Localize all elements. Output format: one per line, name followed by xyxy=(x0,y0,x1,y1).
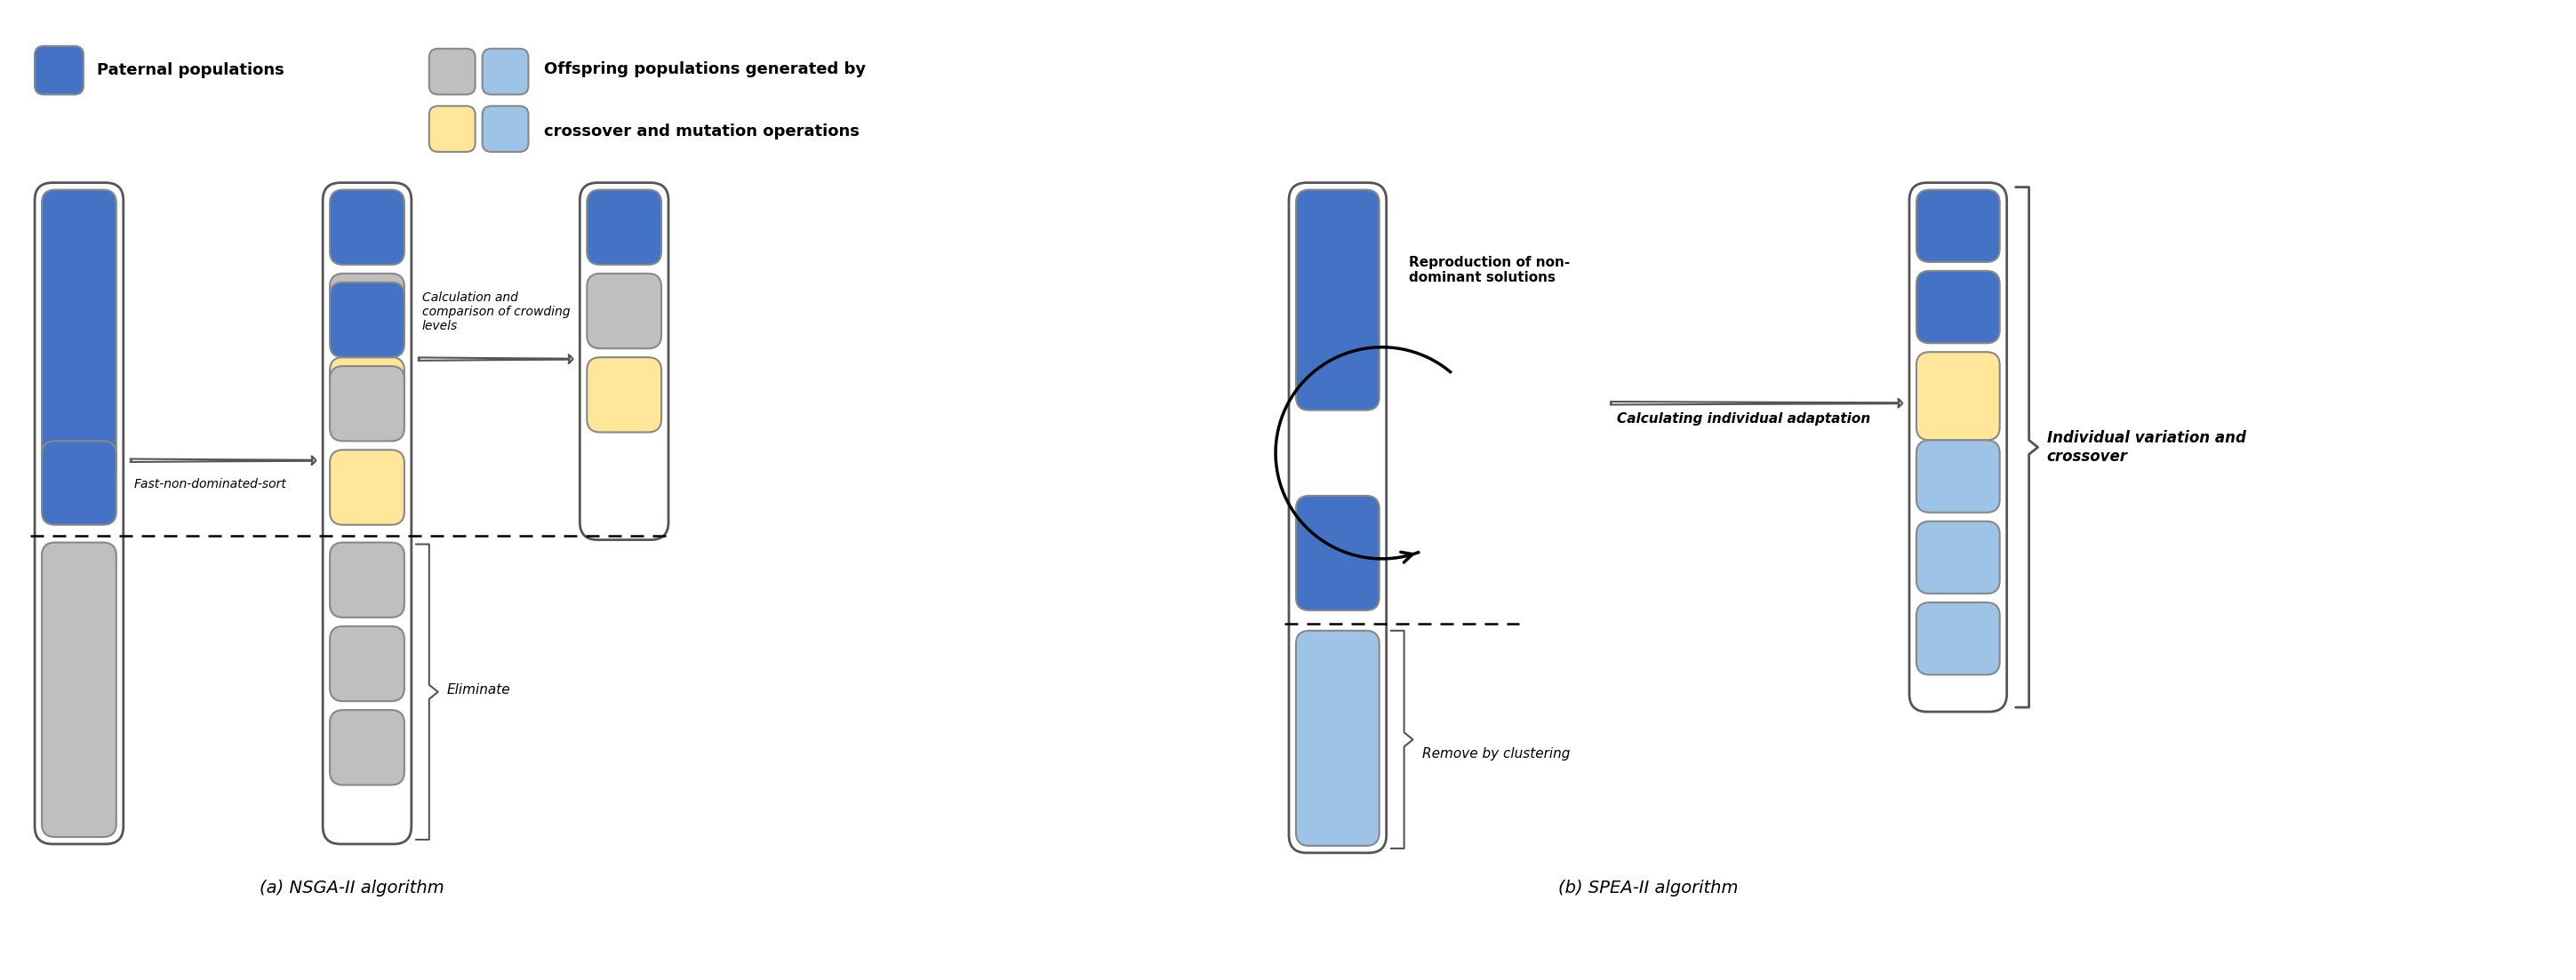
FancyBboxPatch shape xyxy=(587,190,662,265)
FancyBboxPatch shape xyxy=(430,106,474,152)
FancyBboxPatch shape xyxy=(1288,182,1386,853)
FancyBboxPatch shape xyxy=(1296,496,1378,611)
Text: Paternal populations: Paternal populations xyxy=(98,63,283,78)
FancyBboxPatch shape xyxy=(1917,521,1999,594)
FancyBboxPatch shape xyxy=(41,190,116,481)
FancyBboxPatch shape xyxy=(587,358,662,432)
FancyBboxPatch shape xyxy=(1296,631,1378,846)
FancyBboxPatch shape xyxy=(330,190,404,265)
Text: Individual variation and
crossover: Individual variation and crossover xyxy=(2048,430,2246,465)
FancyBboxPatch shape xyxy=(587,273,662,349)
Text: Offspring populations generated by: Offspring populations generated by xyxy=(544,61,866,77)
Text: Calculation and
comparison of crowding
levels: Calculation and comparison of crowding l… xyxy=(422,291,569,332)
FancyBboxPatch shape xyxy=(1917,352,1999,440)
FancyBboxPatch shape xyxy=(33,182,124,844)
FancyBboxPatch shape xyxy=(330,450,404,525)
FancyBboxPatch shape xyxy=(33,46,82,94)
FancyBboxPatch shape xyxy=(330,273,404,349)
Text: Calculating individual adaptation: Calculating individual adaptation xyxy=(1618,412,1870,425)
Text: Eliminate: Eliminate xyxy=(446,683,510,697)
FancyBboxPatch shape xyxy=(1909,182,2007,711)
FancyBboxPatch shape xyxy=(1917,270,1999,343)
Text: (b) SPEA-II algorithm: (b) SPEA-II algorithm xyxy=(1558,879,1739,896)
FancyBboxPatch shape xyxy=(330,367,404,441)
Text: Fast-non-dominated-sort: Fast-non-dominated-sort xyxy=(134,478,286,491)
Text: Reproduction of non-
dominant solutions: Reproduction of non- dominant solutions xyxy=(1409,256,1569,284)
FancyBboxPatch shape xyxy=(1917,603,1999,675)
FancyBboxPatch shape xyxy=(330,543,404,617)
Text: Remove by clustering: Remove by clustering xyxy=(1422,747,1569,760)
FancyBboxPatch shape xyxy=(41,543,116,837)
FancyBboxPatch shape xyxy=(430,49,474,94)
FancyBboxPatch shape xyxy=(322,182,412,844)
FancyBboxPatch shape xyxy=(330,282,404,358)
FancyBboxPatch shape xyxy=(1296,190,1378,411)
FancyBboxPatch shape xyxy=(1917,440,1999,513)
FancyBboxPatch shape xyxy=(580,182,667,540)
FancyBboxPatch shape xyxy=(330,626,404,701)
FancyBboxPatch shape xyxy=(1917,190,1999,262)
FancyBboxPatch shape xyxy=(330,710,404,785)
FancyBboxPatch shape xyxy=(482,49,528,94)
FancyBboxPatch shape xyxy=(482,106,528,152)
Text: crossover and mutation operations: crossover and mutation operations xyxy=(544,123,860,139)
FancyBboxPatch shape xyxy=(41,441,116,525)
FancyBboxPatch shape xyxy=(330,358,404,432)
Text: (a) NSGA-II algorithm: (a) NSGA-II algorithm xyxy=(260,879,443,896)
